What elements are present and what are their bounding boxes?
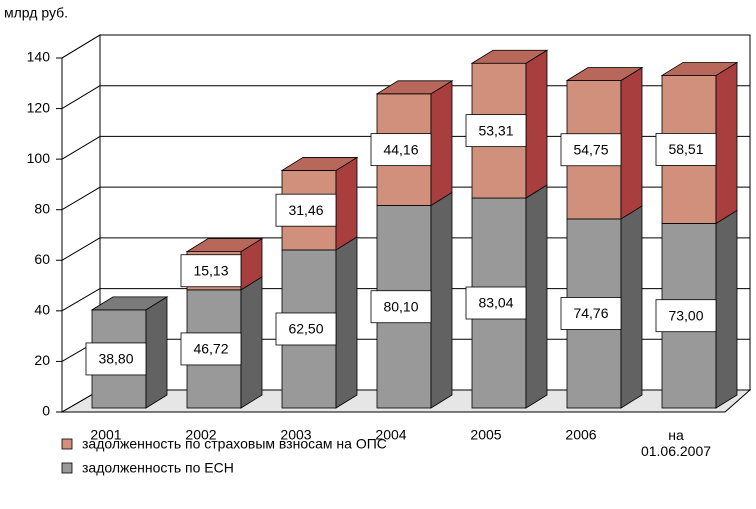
y-axis-label: млрд руб. (4, 5, 68, 21)
bar-side (525, 49, 548, 199)
bar-side (715, 209, 738, 409)
value-label: 62,50 (288, 321, 323, 337)
bar-top (185, 238, 264, 253)
bar-top (375, 80, 454, 95)
x-tick-label: 2001 (90, 427, 121, 443)
y-tick-label: 60 (34, 251, 50, 267)
value-label-box (85, 342, 147, 376)
value-label: 31,46 (288, 202, 323, 218)
y-tick-label: 40 (34, 302, 50, 318)
value-label: 44,16 (383, 141, 418, 157)
bar-top (470, 49, 549, 64)
bar-side (240, 276, 263, 409)
value-label-box (370, 133, 432, 167)
bar-side (430, 191, 453, 409)
value-label-box (275, 312, 337, 346)
y-tick-label: 80 (34, 200, 50, 216)
grid-line (61, 186, 101, 211)
value-label: 83,04 (478, 295, 513, 311)
y-tick-label: 0 (42, 403, 50, 419)
y-tick-label: 100 (27, 150, 51, 166)
value-label-box (560, 133, 622, 167)
bar-side (620, 66, 643, 220)
bar-side (620, 205, 643, 409)
legend-label: задолженность по ЕСН (82, 460, 234, 476)
value-label: 15,13 (193, 262, 228, 278)
bar-top (280, 157, 359, 171)
y-tick-label: 140 (27, 49, 51, 65)
value-label-box (180, 332, 242, 366)
x-tick-label: 2006 (565, 427, 596, 443)
value-label: 80,10 (383, 298, 418, 314)
x-tick-label: 2004 (375, 427, 406, 443)
value-label-box (180, 254, 242, 288)
bar-top (565, 67, 644, 81)
bar-side (715, 61, 738, 225)
value-label-box (370, 290, 432, 324)
x-tick-label: 2003 (280, 427, 311, 443)
value-label: 74,76 (573, 305, 608, 321)
bar-side (335, 236, 358, 409)
y-tick-label: 120 (27, 99, 51, 115)
x-tick-label: на 01.06.2007 (641, 427, 711, 459)
grid-line (61, 34, 101, 59)
legend-swatch (61, 438, 73, 450)
value-label: 54,75 (573, 141, 608, 157)
value-label-box (655, 133, 717, 166)
x-tick-label: 2002 (185, 427, 216, 443)
legend-swatch (61, 462, 73, 474)
bar-top (90, 296, 169, 311)
value-label-box (560, 297, 622, 330)
bar-side (525, 184, 548, 409)
bar-side (430, 80, 453, 207)
bar-side (145, 296, 168, 409)
value-label: 73,00 (668, 307, 703, 323)
grid-line (61, 288, 101, 312)
x-tick-label: 2005 (470, 427, 501, 443)
grid-line (61, 237, 101, 261)
value-label: 46,72 (193, 341, 228, 357)
value-label-box (465, 286, 527, 320)
y-tick-label: 20 (34, 352, 50, 368)
value-label-box (655, 299, 717, 333)
value-label-box (275, 193, 337, 227)
grid-line (61, 85, 101, 109)
value-label: 53,31 (478, 122, 513, 138)
value-label: 58,51 (668, 141, 703, 157)
grid-line (61, 135, 101, 160)
bar-side (335, 156, 358, 251)
bar-top (660, 62, 739, 76)
legend-label: задолженность по страховым взносам на ОП… (82, 436, 387, 452)
value-label-box (465, 114, 527, 148)
value-label: 38,80 (98, 351, 133, 367)
